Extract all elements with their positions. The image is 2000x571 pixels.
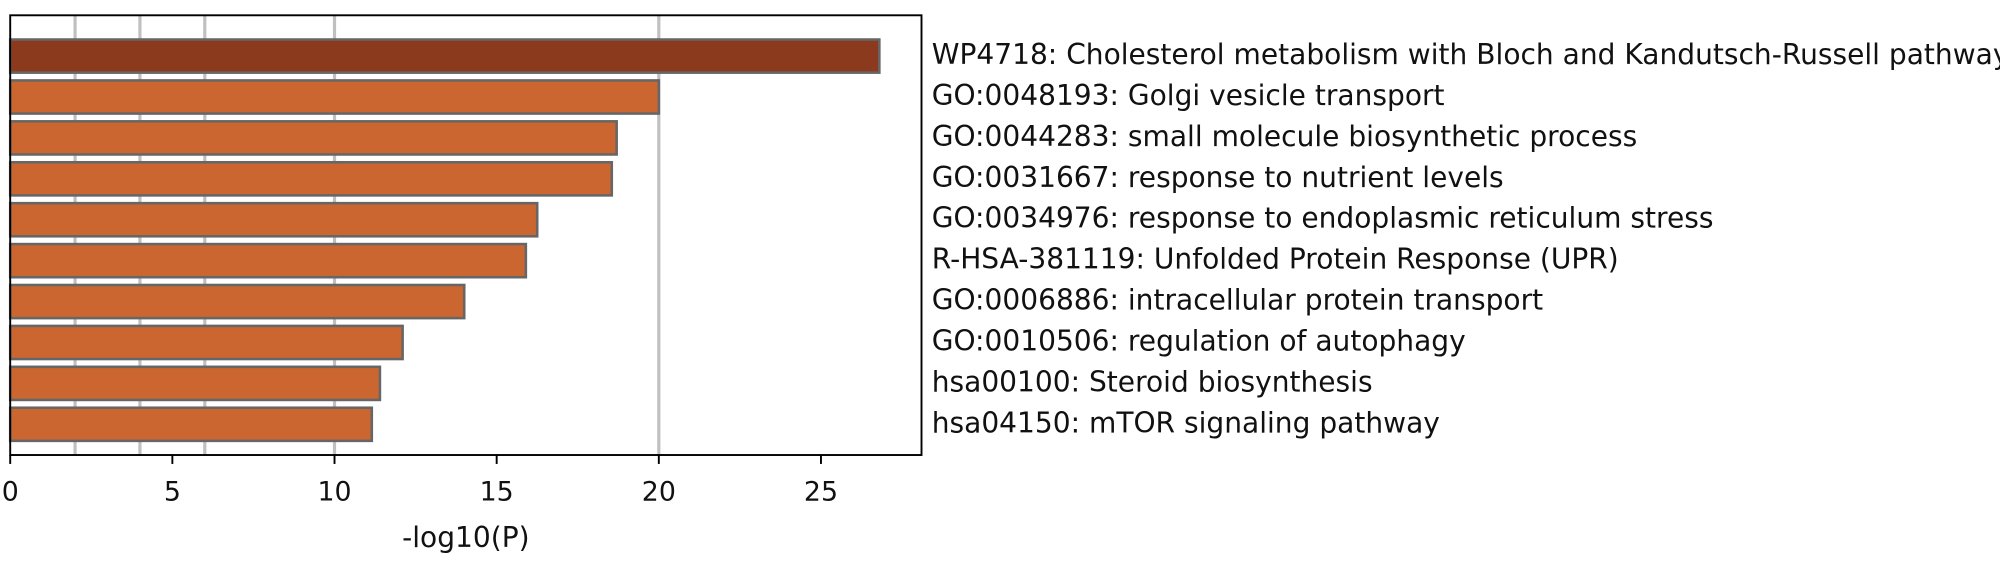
x-tick-label: 25 <box>804 477 838 508</box>
bar <box>8 324 404 361</box>
bar <box>8 406 374 443</box>
bar <box>8 242 528 279</box>
bar <box>8 283 466 320</box>
x-axis-label: -log10(P) <box>402 521 529 554</box>
bar <box>8 79 661 115</box>
category-label: GO:0044283: small molecule biosynthetic … <box>932 120 1638 153</box>
bar <box>8 201 539 238</box>
x-tick-label: 20 <box>642 477 676 508</box>
category-label: GO:0031667: response to nutrient levels <box>932 161 1504 194</box>
category-label: hsa04150: mTOR signaling pathway <box>932 406 1440 439</box>
plot-frame <box>9 14 923 456</box>
category-label: GO:0034976: response to endoplasmic reti… <box>932 202 1714 235</box>
bar <box>8 120 618 156</box>
category-label: R-HSA-381119: Unfolded Protein Response … <box>932 243 1619 276</box>
bar <box>8 160 614 197</box>
bar <box>8 365 382 402</box>
x-tick-label: 15 <box>480 477 514 508</box>
x-tick-label: 0 <box>2 477 19 508</box>
category-label: GO:0010506: regulation of autophagy <box>932 324 1466 357</box>
category-label: GO:0006886: intracellular protein transp… <box>932 284 1543 317</box>
x-tick-label: 5 <box>164 477 181 508</box>
bar <box>8 38 881 74</box>
x-tick-label: 10 <box>317 477 351 508</box>
category-label: WP4718: Cholesterol metabolism with Bloc… <box>932 38 2000 71</box>
category-label: hsa00100: Steroid biosynthesis <box>932 365 1373 398</box>
category-label: GO:0048193: Golgi vesicle transport <box>932 79 1445 112</box>
